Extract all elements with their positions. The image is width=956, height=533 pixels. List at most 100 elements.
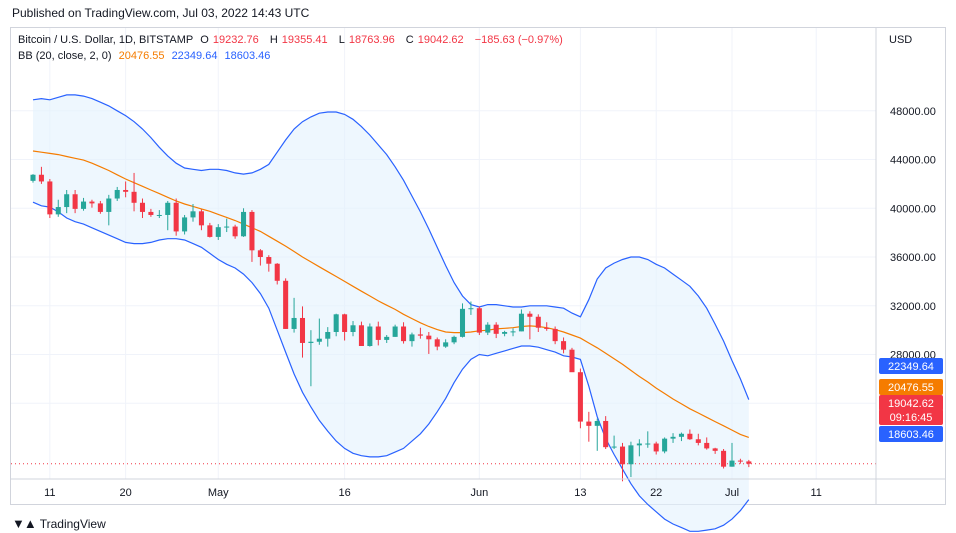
candle-body bbox=[283, 280, 289, 329]
lower-price-label-box bbox=[879, 426, 943, 442]
candle-body bbox=[594, 420, 600, 426]
candle-body bbox=[712, 448, 718, 451]
low-label: L bbox=[338, 34, 345, 46]
candle-body bbox=[729, 460, 735, 467]
price-labels: 22349.64 20476.55 19042.62 09:16:45 18603.46 bbox=[879, 358, 943, 442]
candle-body bbox=[586, 421, 592, 426]
candle-body bbox=[72, 194, 78, 209]
x-tick-label: May bbox=[208, 487, 229, 499]
tradingview-logo-icon[interactable]: ▼▲ bbox=[12, 516, 37, 531]
candle-body bbox=[662, 438, 668, 452]
candle-body bbox=[687, 433, 693, 440]
candle-body bbox=[156, 214, 162, 216]
indicator-legend: BB (20, close, 2, 0) 20476.55 22349.64 1… bbox=[18, 50, 274, 62]
candles bbox=[30, 166, 752, 482]
candle-body bbox=[97, 203, 103, 212]
upper-price-label-box bbox=[879, 358, 943, 374]
candle-body bbox=[392, 326, 398, 337]
candle-body bbox=[485, 324, 491, 333]
bb-lower-value: 18603.46 bbox=[224, 50, 271, 62]
candle-body bbox=[384, 336, 390, 340]
countdown-label: 09:16:45 bbox=[890, 412, 933, 424]
candle-body bbox=[148, 211, 154, 215]
chart-frame[interactable] bbox=[10, 27, 946, 505]
bollinger-bands bbox=[11, 94, 876, 532]
candle-body bbox=[737, 460, 743, 462]
open-label: O bbox=[200, 34, 209, 46]
x-tick-label: 22 bbox=[650, 487, 662, 499]
candle-body bbox=[704, 442, 710, 449]
candle-body bbox=[468, 308, 474, 310]
indicator-title[interactable]: BB (20, close, 2, 0) bbox=[18, 50, 112, 62]
bb-basis-line bbox=[32, 150, 750, 438]
candle-body bbox=[375, 326, 381, 340]
candle-body bbox=[257, 250, 263, 258]
candle-body bbox=[30, 174, 36, 181]
published-note: Published on TradingView.com, Jul 03, 20… bbox=[12, 6, 310, 20]
candle-body bbox=[367, 326, 373, 347]
countdown-label-box bbox=[879, 409, 943, 425]
candle-body bbox=[308, 341, 314, 343]
candle-body bbox=[316, 338, 322, 342]
currency-label[interactable]: USD bbox=[889, 34, 913, 46]
candle-body bbox=[266, 257, 272, 264]
symbol-title[interactable]: Bitcoin / U.S. Dollar, 1D, BITSTAMP bbox=[18, 34, 194, 46]
x-tick-label: Jun bbox=[470, 487, 488, 499]
candle-body bbox=[224, 226, 230, 228]
bb-basis-value: 20476.55 bbox=[118, 50, 165, 62]
candle-body bbox=[299, 317, 306, 343]
bb-upper-line bbox=[32, 94, 750, 400]
candle-body bbox=[443, 342, 449, 347]
candle-body bbox=[459, 308, 466, 337]
footer: ▼▲ TradingView bbox=[12, 516, 106, 531]
last-price-label: 19042.62 bbox=[888, 398, 934, 410]
candle-body bbox=[434, 339, 440, 347]
bb-upper-value: 22349.64 bbox=[171, 50, 218, 62]
low-value: 18763.96 bbox=[348, 34, 395, 46]
candle-body bbox=[350, 325, 356, 332]
candle-body bbox=[619, 446, 626, 465]
candle-body bbox=[182, 217, 188, 232]
brand-name: TradingView bbox=[39, 516, 106, 531]
x-tick-label: 16 bbox=[338, 487, 350, 499]
bb-fill bbox=[33, 94, 749, 532]
candle-body bbox=[603, 420, 609, 448]
candle-body bbox=[38, 174, 44, 182]
candle-body bbox=[628, 445, 634, 465]
high-value: 19355.41 bbox=[281, 34, 328, 46]
candle-body bbox=[114, 189, 120, 199]
x-tick-label: 11 bbox=[44, 487, 55, 499]
candle-body bbox=[653, 443, 659, 452]
candle-body bbox=[493, 324, 499, 334]
candle-body bbox=[552, 328, 558, 342]
x-tick-label: Jul bbox=[725, 487, 739, 499]
candle-body bbox=[131, 191, 137, 203]
y-tick-label: 36000.00 bbox=[890, 252, 936, 264]
candle-body bbox=[333, 314, 339, 332]
candle-body bbox=[746, 461, 752, 464]
candle-body bbox=[535, 316, 541, 328]
candle-body bbox=[636, 443, 642, 446]
candle-body bbox=[426, 335, 432, 340]
candle-body bbox=[569, 349, 575, 373]
last-price-label-box bbox=[879, 395, 943, 411]
basis-price-label-box bbox=[879, 379, 943, 395]
candle-body bbox=[173, 202, 179, 232]
candle-body bbox=[695, 439, 701, 443]
candle-body bbox=[274, 263, 280, 281]
candle-body bbox=[645, 443, 651, 445]
candle-body bbox=[64, 194, 70, 208]
candle-body bbox=[476, 308, 482, 333]
candle-body bbox=[89, 201, 95, 204]
basis-price-label: 20476.55 bbox=[888, 382, 934, 394]
candle-body bbox=[342, 314, 348, 332]
candle-body bbox=[518, 313, 524, 332]
candle-body bbox=[232, 226, 238, 237]
x-tick-label: 11 bbox=[810, 487, 821, 499]
candle-body bbox=[417, 334, 423, 336]
candle-body bbox=[721, 450, 727, 467]
change-value: −185.63 (−0.97%) bbox=[474, 34, 563, 46]
candle-body bbox=[291, 317, 297, 329]
price-axis: 24000.0028000.0032000.0036000.0040000.00… bbox=[11, 28, 945, 504]
